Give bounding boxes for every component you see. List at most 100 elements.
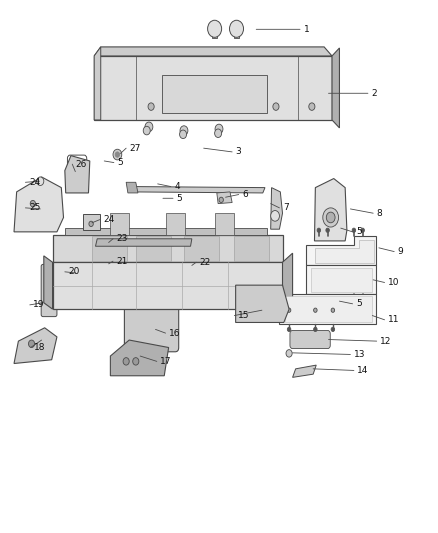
- Polygon shape: [136, 236, 171, 261]
- Text: 10: 10: [388, 278, 399, 287]
- Circle shape: [215, 129, 222, 138]
- Text: 18: 18: [34, 343, 46, 352]
- Text: 5: 5: [177, 194, 182, 203]
- Bar: [212, 29, 217, 38]
- Text: 9: 9: [398, 247, 403, 256]
- Text: 3: 3: [236, 148, 241, 156]
- Circle shape: [148, 103, 154, 110]
- Polygon shape: [65, 228, 267, 235]
- Polygon shape: [110, 340, 169, 376]
- Text: 19: 19: [33, 301, 45, 309]
- Polygon shape: [279, 294, 376, 324]
- Circle shape: [361, 228, 364, 232]
- Polygon shape: [53, 235, 283, 262]
- Circle shape: [273, 103, 279, 110]
- Circle shape: [287, 327, 291, 332]
- Text: 25: 25: [29, 204, 40, 212]
- Polygon shape: [110, 213, 129, 235]
- Circle shape: [352, 297, 356, 302]
- Polygon shape: [95, 239, 192, 246]
- Circle shape: [286, 350, 292, 357]
- Circle shape: [326, 228, 329, 232]
- FancyBboxPatch shape: [124, 305, 179, 352]
- Circle shape: [37, 177, 44, 185]
- Circle shape: [89, 221, 93, 227]
- Text: 14: 14: [357, 366, 369, 375]
- Text: 21: 21: [117, 257, 128, 265]
- Text: 26: 26: [76, 160, 87, 168]
- Text: 16: 16: [169, 329, 180, 337]
- Circle shape: [309, 103, 315, 110]
- Circle shape: [113, 149, 122, 160]
- Polygon shape: [65, 156, 90, 193]
- Circle shape: [352, 228, 356, 232]
- Circle shape: [208, 20, 222, 37]
- Polygon shape: [306, 236, 376, 265]
- Circle shape: [215, 124, 223, 134]
- Circle shape: [145, 122, 153, 132]
- Circle shape: [143, 126, 150, 135]
- Text: 24: 24: [29, 178, 40, 187]
- Polygon shape: [314, 179, 347, 241]
- Text: 4: 4: [174, 182, 180, 191]
- Circle shape: [28, 340, 35, 348]
- Polygon shape: [162, 75, 267, 113]
- Text: 5: 5: [117, 158, 123, 167]
- Polygon shape: [215, 213, 234, 235]
- Circle shape: [180, 130, 187, 139]
- Polygon shape: [306, 265, 376, 294]
- Polygon shape: [94, 47, 332, 56]
- Circle shape: [314, 327, 317, 332]
- Circle shape: [133, 358, 139, 365]
- Text: 12: 12: [380, 337, 392, 345]
- Text: 22: 22: [200, 258, 211, 266]
- Polygon shape: [53, 262, 283, 309]
- Polygon shape: [271, 188, 283, 229]
- Polygon shape: [126, 182, 138, 193]
- Polygon shape: [14, 328, 57, 364]
- Text: 24: 24: [103, 215, 115, 224]
- Polygon shape: [184, 236, 219, 261]
- Polygon shape: [217, 192, 232, 204]
- Polygon shape: [236, 285, 289, 322]
- Polygon shape: [94, 47, 101, 120]
- Circle shape: [323, 208, 339, 227]
- Polygon shape: [83, 214, 100, 230]
- Polygon shape: [94, 56, 332, 120]
- Polygon shape: [311, 268, 372, 292]
- Circle shape: [123, 358, 129, 365]
- Circle shape: [108, 239, 113, 246]
- FancyBboxPatch shape: [104, 259, 124, 271]
- Circle shape: [361, 297, 364, 302]
- Text: 5: 5: [356, 228, 362, 236]
- Polygon shape: [332, 48, 339, 128]
- Text: 2: 2: [371, 89, 377, 98]
- Text: 13: 13: [354, 350, 365, 359]
- Circle shape: [271, 211, 279, 221]
- Text: 5: 5: [356, 300, 362, 308]
- Polygon shape: [14, 177, 64, 232]
- Text: 1: 1: [304, 25, 309, 34]
- Polygon shape: [166, 213, 185, 235]
- Circle shape: [170, 239, 176, 246]
- FancyBboxPatch shape: [187, 261, 207, 273]
- Text: 11: 11: [388, 316, 399, 324]
- Bar: [234, 29, 239, 38]
- Circle shape: [331, 308, 335, 312]
- Circle shape: [331, 327, 335, 332]
- Polygon shape: [129, 187, 265, 193]
- FancyBboxPatch shape: [41, 264, 57, 317]
- Polygon shape: [92, 236, 127, 261]
- Polygon shape: [234, 236, 269, 261]
- Circle shape: [115, 152, 120, 157]
- FancyBboxPatch shape: [72, 266, 92, 284]
- Circle shape: [230, 20, 244, 37]
- Polygon shape: [315, 240, 374, 263]
- Circle shape: [314, 308, 317, 312]
- Polygon shape: [44, 256, 53, 309]
- Text: 27: 27: [130, 144, 141, 152]
- Text: 20: 20: [68, 268, 80, 276]
- Text: 7: 7: [283, 204, 289, 212]
- Circle shape: [30, 200, 35, 207]
- Circle shape: [219, 197, 223, 203]
